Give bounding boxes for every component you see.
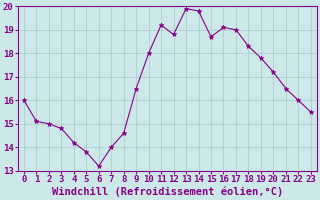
X-axis label: Windchill (Refroidissement éolien,°C): Windchill (Refroidissement éolien,°C) xyxy=(52,187,283,197)
